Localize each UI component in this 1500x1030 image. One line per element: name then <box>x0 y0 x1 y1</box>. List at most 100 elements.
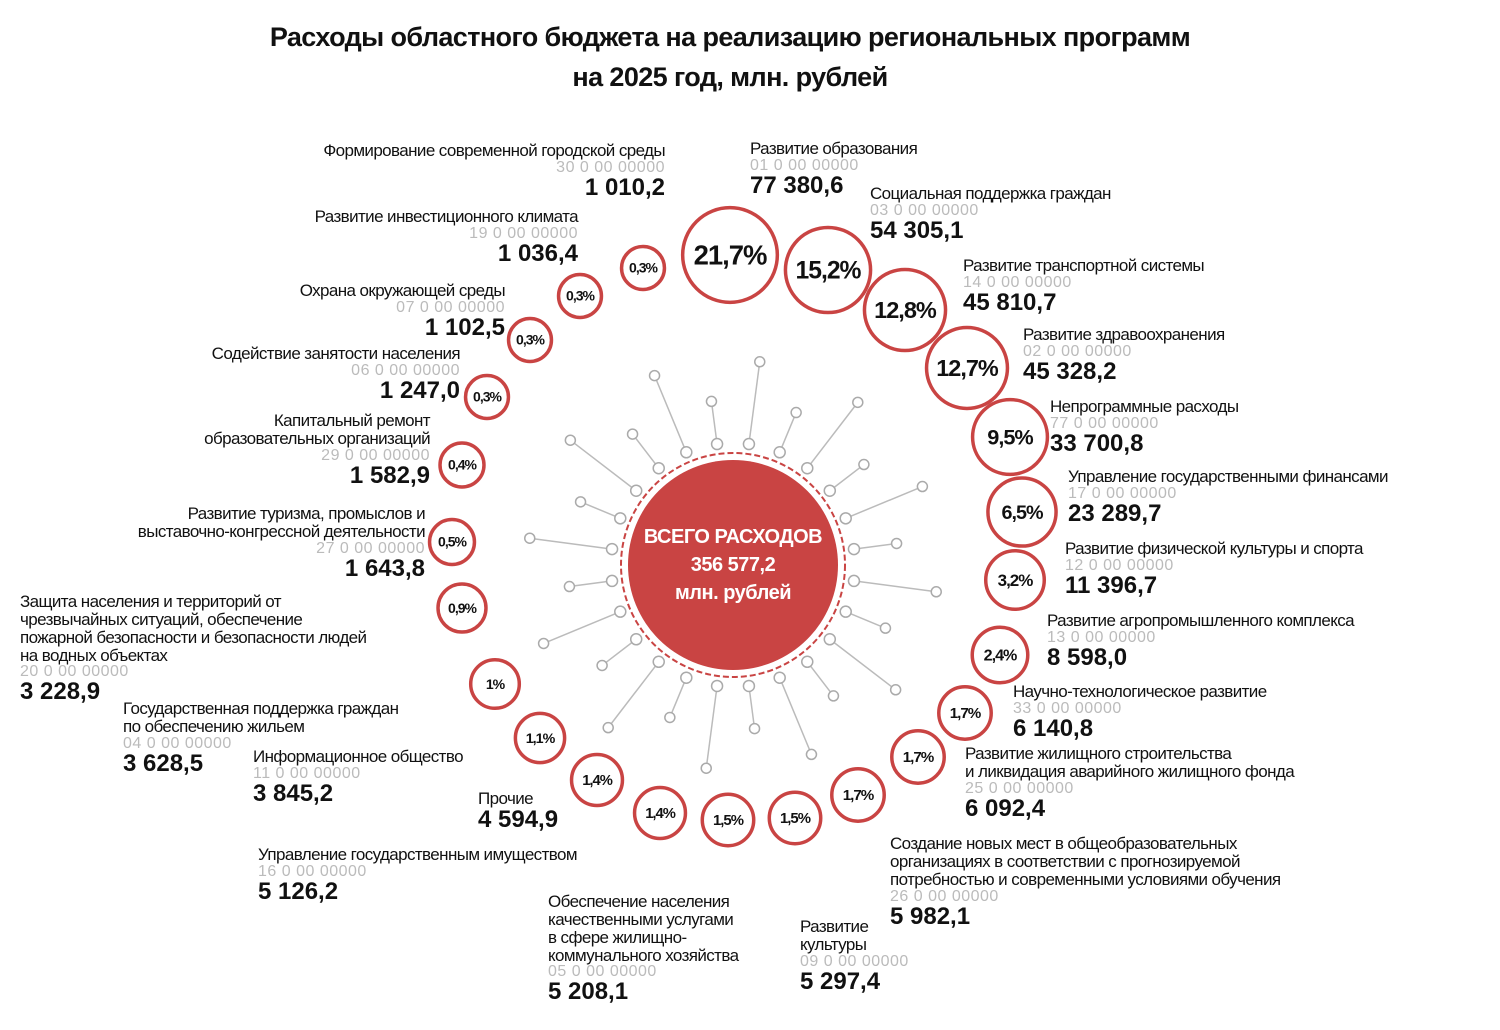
program-label: Развитие образования 01 0 00 00000 77 380,… <box>750 140 918 198</box>
program-label: Информационное общество 11 0 00 00000 3 84… <box>253 748 464 806</box>
program-value: 3 628,5 <box>123 749 204 777</box>
program-label: Прочие 4 594,9 <box>478 790 558 832</box>
spoke-dot <box>742 679 756 693</box>
program-name: Развитие транспортной системы <box>963 256 1205 275</box>
share-circle <box>924 325 1010 411</box>
program-value: 45 810,7 <box>963 288 1057 316</box>
spoke-dot <box>823 633 837 646</box>
spoke <box>529 537 613 550</box>
program-code: 03 0 00 00000 <box>870 201 979 219</box>
share-label: 1,5% <box>780 811 811 827</box>
program-value: 6 140,8 <box>1013 714 1094 742</box>
program-label: Защита населения и территорий от чрезвыч… <box>20 593 367 704</box>
program-label: Научно-технологическое развитие 33 0 00 0… <box>1013 683 1267 741</box>
spoke-dot <box>790 406 802 419</box>
program-value: 1 247,0 <box>379 376 460 404</box>
program-value: 1 643,8 <box>344 554 425 582</box>
share-circle <box>700 792 756 848</box>
spoke-dot <box>680 671 693 684</box>
spoke-dot <box>664 711 676 724</box>
program-code: 25 0 00 00000 <box>965 779 1074 797</box>
share-circle <box>619 244 667 292</box>
spoke-dot <box>602 721 614 734</box>
center-value: 356 577,2 <box>691 554 776 576</box>
program-label: Содействие занятости населения 06 0 00 00… <box>211 344 461 404</box>
program-value: 5 297,4 <box>800 967 881 995</box>
spoke-dot <box>596 659 608 672</box>
spoke <box>705 685 718 769</box>
share-label: 21,7% <box>694 239 767 270</box>
spoke-dot <box>564 434 577 446</box>
share-label: 12,7% <box>936 355 999 381</box>
program-name: Управление государственным имуществом <box>258 845 578 864</box>
share-circle <box>970 397 1050 477</box>
spoke <box>806 401 859 469</box>
share-circle <box>463 373 511 421</box>
program-name: Социальная поддержка граждан <box>870 184 1111 203</box>
spoke <box>845 610 886 629</box>
share-label: 0,3% <box>566 287 595 303</box>
share-circle <box>937 685 993 741</box>
share-label: 1,4% <box>582 773 613 789</box>
spoke-dot <box>652 461 665 475</box>
program-code: 27 0 00 00000 <box>316 539 425 557</box>
program-code: 09 0 00 00000 <box>800 952 909 970</box>
program-label: Капитальный ремонт образовательных орган… <box>204 412 430 488</box>
program-name: Управление государственными финансами <box>1068 467 1389 486</box>
program-label: Управление государственным имуществом 16 … <box>258 845 578 904</box>
program-label: Развитие агропромышленного комплекса 13 0… <box>1047 612 1355 671</box>
program-code: 30 0 00 00000 <box>556 158 665 176</box>
program-name: Развитие культуры <box>800 917 869 954</box>
share-label: 0,5% <box>438 533 467 549</box>
spoke-dot <box>710 437 724 451</box>
spoke-dot <box>574 496 587 508</box>
share-circle <box>890 729 946 785</box>
share-label: 1,5% <box>713 813 744 829</box>
share-circle <box>506 316 554 364</box>
program-value: 11 396,7 <box>1065 571 1158 599</box>
share-label: 1,7% <box>843 787 875 804</box>
spoke <box>631 433 660 469</box>
spoke-dot <box>563 580 576 593</box>
program-value: 8 598,0 <box>1047 643 1128 671</box>
program-name: Обеспечение населения качественными услу… <box>548 892 739 965</box>
program-code: 26 0 00 00000 <box>890 887 999 905</box>
spoke-dot <box>629 484 643 497</box>
program-code: 07 0 00 00000 <box>396 298 505 316</box>
spoke <box>845 485 923 520</box>
program-code: 17 0 00 00000 <box>1068 484 1177 502</box>
share-circle <box>556 272 604 320</box>
program-name: Охрана окружающей среды <box>299 281 506 300</box>
share-circle <box>436 582 488 634</box>
program-value: 1 036,4 <box>497 239 578 267</box>
share-circle <box>468 657 522 711</box>
program-value: 6 092,4 <box>965 794 1046 822</box>
spoke <box>580 501 621 520</box>
program-label: Развитие туризма, промыслов и выставочно… <box>138 505 426 582</box>
share-circle <box>427 517 477 567</box>
program-name: Содействие занятости населения <box>211 344 461 363</box>
spoke-dot <box>773 671 786 684</box>
program-value: 45 328,2 <box>1023 357 1117 385</box>
program-value: 1 102,5 <box>424 313 505 341</box>
share-label: 1,1% <box>526 731 556 747</box>
program-label: Обеспечение населения качественными услу… <box>548 892 739 1004</box>
spoke-dot <box>652 655 665 669</box>
program-name: Капитальный ремонт образовательных орган… <box>204 411 430 448</box>
share-circle <box>513 711 567 765</box>
share-label: 1,7% <box>950 705 982 722</box>
program-code: 77 0 00 00000 <box>1050 414 1159 432</box>
program-name: Развитие здравоохранения <box>1023 325 1225 344</box>
spoke <box>543 610 621 645</box>
spoke-dot <box>839 605 852 618</box>
program-label: Создание новых мест в общеобразовательны… <box>890 835 1281 929</box>
program-code: 13 0 00 00000 <box>1047 628 1156 646</box>
spoke-dot <box>626 428 639 440</box>
program-label: Развитие жилищного строительства и ликви… <box>965 745 1295 822</box>
program-label: Развитие культуры 09 0 00 00000 5 297,4 <box>800 918 909 994</box>
share-circle <box>569 752 625 808</box>
center-label: ВСЕГО РАСХОДОВ <box>644 526 822 548</box>
program-label: Государственная поддержка граждан по обе… <box>123 700 399 777</box>
